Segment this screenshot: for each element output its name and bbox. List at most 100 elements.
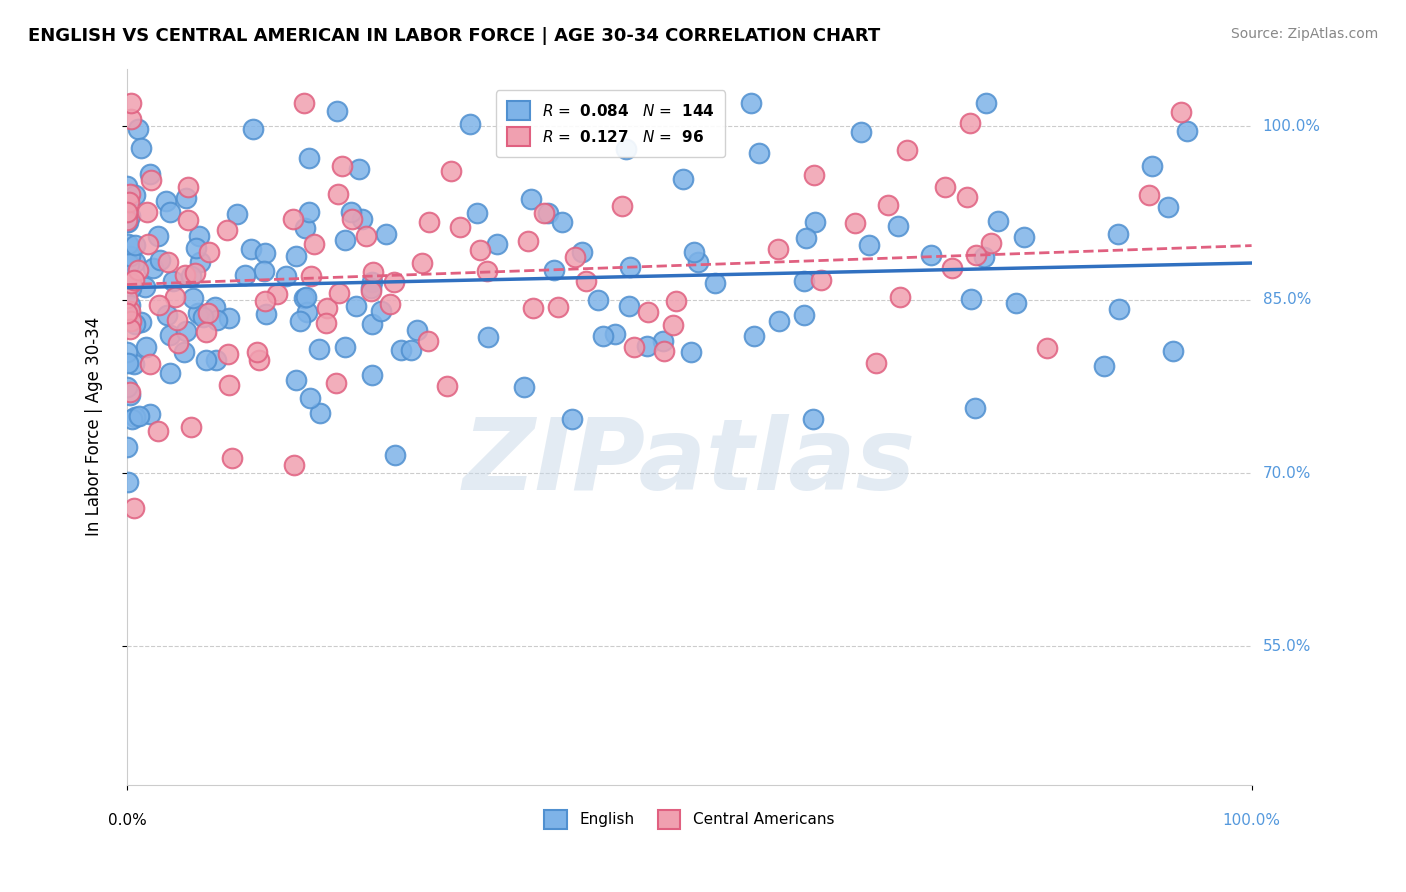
Point [340,211,363,226]
Point [623,340,645,354]
Point [619,299,641,313]
Point [794,231,817,245]
Point [159,205,181,219]
Point [468,244,491,258]
Text: ZIPatlas: ZIPatlas [463,414,915,511]
Point [1137,188,1160,202]
Point [941,260,963,275]
Point [281,211,304,226]
Point [288,313,311,327]
Point [184,241,207,255]
Point [858,237,880,252]
Point [156,308,179,322]
Point [361,275,384,289]
Point [1005,295,1028,310]
Point [128,409,150,424]
Point [177,180,200,194]
Point [115,204,138,219]
Text: 55.0%: 55.0% [1263,639,1310,654]
Point [118,385,141,400]
Point [120,304,142,318]
Point [520,193,543,207]
Point [418,215,440,229]
Point [477,263,499,277]
Point [465,206,488,220]
Point [148,228,170,243]
Point [115,441,138,455]
Point [120,314,142,328]
Point [239,242,262,256]
Point [328,187,350,202]
Point [934,180,956,194]
Point [136,237,159,252]
Point [233,268,256,282]
Point [117,237,139,252]
Text: 100.0%: 100.0% [1263,119,1320,134]
Point [920,248,942,262]
Point [965,247,987,261]
Point [159,327,181,342]
Point [180,268,202,283]
Point [118,194,141,209]
Point [586,293,609,307]
Point [159,366,181,380]
Point [1107,227,1129,241]
Point [384,449,406,463]
Point [217,347,239,361]
Point [766,242,789,256]
Point [960,292,983,306]
Point [360,284,382,298]
Point [662,318,685,333]
Point [671,171,693,186]
Point [537,206,560,220]
Point [592,329,614,343]
Point [299,268,322,283]
Point [389,343,412,358]
Text: Source: ZipAtlas.com: Source: ZipAtlas.com [1230,27,1378,41]
Point [1170,105,1192,120]
Point [603,326,626,341]
Point [411,256,433,270]
Point [360,281,382,295]
Point [120,298,142,312]
Point [121,412,143,426]
Text: 85.0%: 85.0% [1263,293,1310,307]
Point [768,314,790,328]
Point [120,96,142,111]
Point [124,238,146,252]
Point [740,96,762,111]
Point [142,260,165,275]
Point [120,112,142,127]
Point [887,219,910,233]
Point [748,145,770,160]
Point [146,424,169,438]
Point [134,280,156,294]
Point [176,324,198,338]
Point [1161,343,1184,358]
Point [117,356,139,370]
Point [309,406,332,420]
Point [744,329,766,343]
Point [295,290,318,304]
Point [129,315,152,329]
Point [124,255,146,269]
Point [374,227,396,241]
Text: 70.0%: 70.0% [1263,466,1310,481]
Point [254,246,277,260]
Point [136,205,159,219]
Point [266,287,288,301]
Point [181,291,204,305]
Point [284,249,307,263]
Point [115,213,138,227]
Point [308,342,330,356]
Point [547,301,569,315]
Point [204,301,226,315]
Point [117,475,139,490]
Point [1108,301,1130,316]
Point [974,96,997,111]
Point [221,451,243,466]
Point [440,164,463,178]
Point [959,116,981,130]
Point [651,334,673,348]
Point [333,233,356,247]
